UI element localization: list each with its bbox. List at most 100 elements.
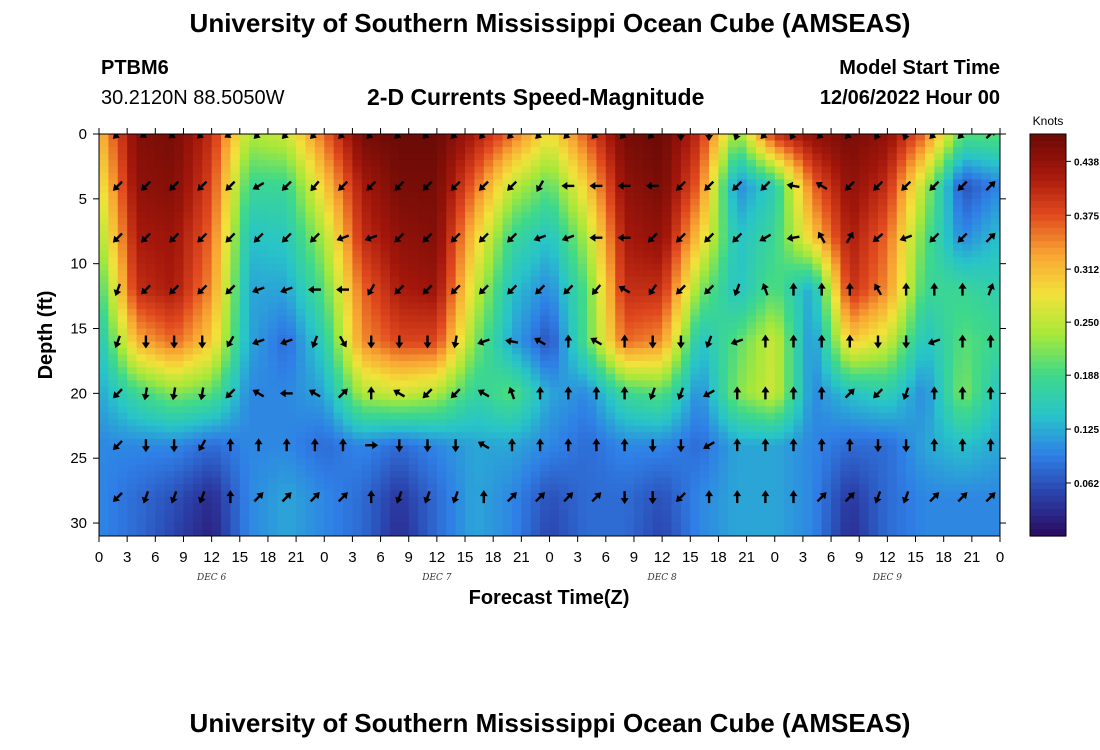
heatmap-cell [511,386,522,394]
heatmap-cell [99,328,109,336]
heatmap-cell [774,419,785,427]
heatmap-cell [718,263,729,271]
heatmap-cell [737,360,748,369]
heatmap-cell [249,335,260,343]
heatmap-cell [727,179,738,187]
heatmap-cell [108,296,119,304]
heatmap-cell [615,205,626,213]
heatmap-cell [239,198,250,206]
heatmap-cell [784,257,795,265]
heatmap-cell [361,231,372,239]
heatmap-cell [774,276,785,284]
heatmap-cell [924,179,935,187]
heatmap-cell [709,328,720,336]
heatmap-cell [643,244,654,252]
heatmap-cell [774,146,785,155]
heatmap-cell [849,289,860,297]
heatmap-cell [624,425,635,433]
heatmap-cell [859,263,870,271]
heatmap-cell [643,412,654,420]
heatmap-cell [286,315,297,323]
heatmap-cell [755,373,766,381]
heatmap-cell [793,250,804,258]
heatmap-cell [652,283,663,291]
heatmap-cell [202,159,213,168]
heatmap-cell [887,270,898,278]
heatmap-cell [896,315,907,323]
heatmap-cell [427,283,438,291]
heatmap-cell [924,451,935,459]
heatmap-cell [427,218,438,226]
heatmap-cell [690,464,701,472]
heatmap-cell [530,250,541,258]
heatmap-cell [389,231,400,239]
heatmap-cell [277,315,288,323]
heatmap-cell [371,309,382,317]
heatmap-cell [380,263,391,271]
heatmap-cell [258,432,269,440]
heatmap-cell [718,425,729,433]
heatmap-cell [690,315,701,323]
heatmap-cell [746,341,757,349]
heatmap-cell [399,146,410,155]
heatmap-cell [465,211,476,219]
heatmap-cell [493,153,504,161]
heatmap-cell [540,309,551,317]
heatmap-cell [934,276,945,284]
heatmap-cell [511,250,522,258]
heatmap-cell [474,412,485,420]
heatmap-cell [671,373,682,381]
heatmap-cell [296,296,307,304]
heatmap-cell [202,257,213,265]
heatmap-cell [831,315,842,323]
heatmap-cell [558,276,569,284]
heatmap-cell [971,399,982,407]
heatmap-cell [108,419,119,427]
heatmap-cell [549,218,560,226]
heatmap-cell [981,347,992,356]
heatmap-cell [943,289,954,297]
heatmap-cell [361,224,372,232]
heatmap-cell [558,283,569,291]
heatmap-cell [971,451,982,459]
heatmap-cell [436,393,447,401]
heatmap-cell [408,179,419,187]
heatmap-cell [727,419,738,427]
heatmap-cell [859,244,870,252]
heatmap-cell [765,270,776,278]
heatmap-cell [615,354,626,362]
heatmap-cell [521,335,532,343]
heatmap-cell [849,425,860,433]
heatmap-cell [221,270,231,278]
heatmap-cell [802,289,813,297]
heatmap-cell [258,198,269,206]
heatmap-cell [408,315,419,323]
heatmap-cell [389,328,400,336]
heatmap-cell [483,140,494,148]
heatmap-cell [239,276,250,284]
heatmap-cell [718,386,729,394]
heatmap-cell [267,399,278,407]
heatmap-cell [784,198,795,206]
heatmap-cell [286,322,297,330]
heatmap-cell [587,231,598,239]
heatmap-cell [953,159,964,168]
heatmap-cell [568,263,579,271]
heatmap-cell [117,386,128,394]
heatmap-cell [361,315,372,323]
heatmap-cell [277,205,288,213]
heatmap-cell [239,438,250,446]
heatmap-cell [455,322,466,330]
heatmap-cell [183,231,194,239]
heatmap-cell [577,347,588,356]
heatmap-cell [108,172,119,180]
heatmap-cell [831,328,842,336]
heatmap-cell [436,335,447,343]
heatmap-cell [840,341,851,349]
heatmap-cell [699,250,710,258]
heatmap-cell [465,250,476,258]
heatmap-cell [483,172,494,180]
heatmap-cell [906,172,917,180]
heatmap-cell [483,166,494,174]
heatmap-cell [343,438,354,446]
